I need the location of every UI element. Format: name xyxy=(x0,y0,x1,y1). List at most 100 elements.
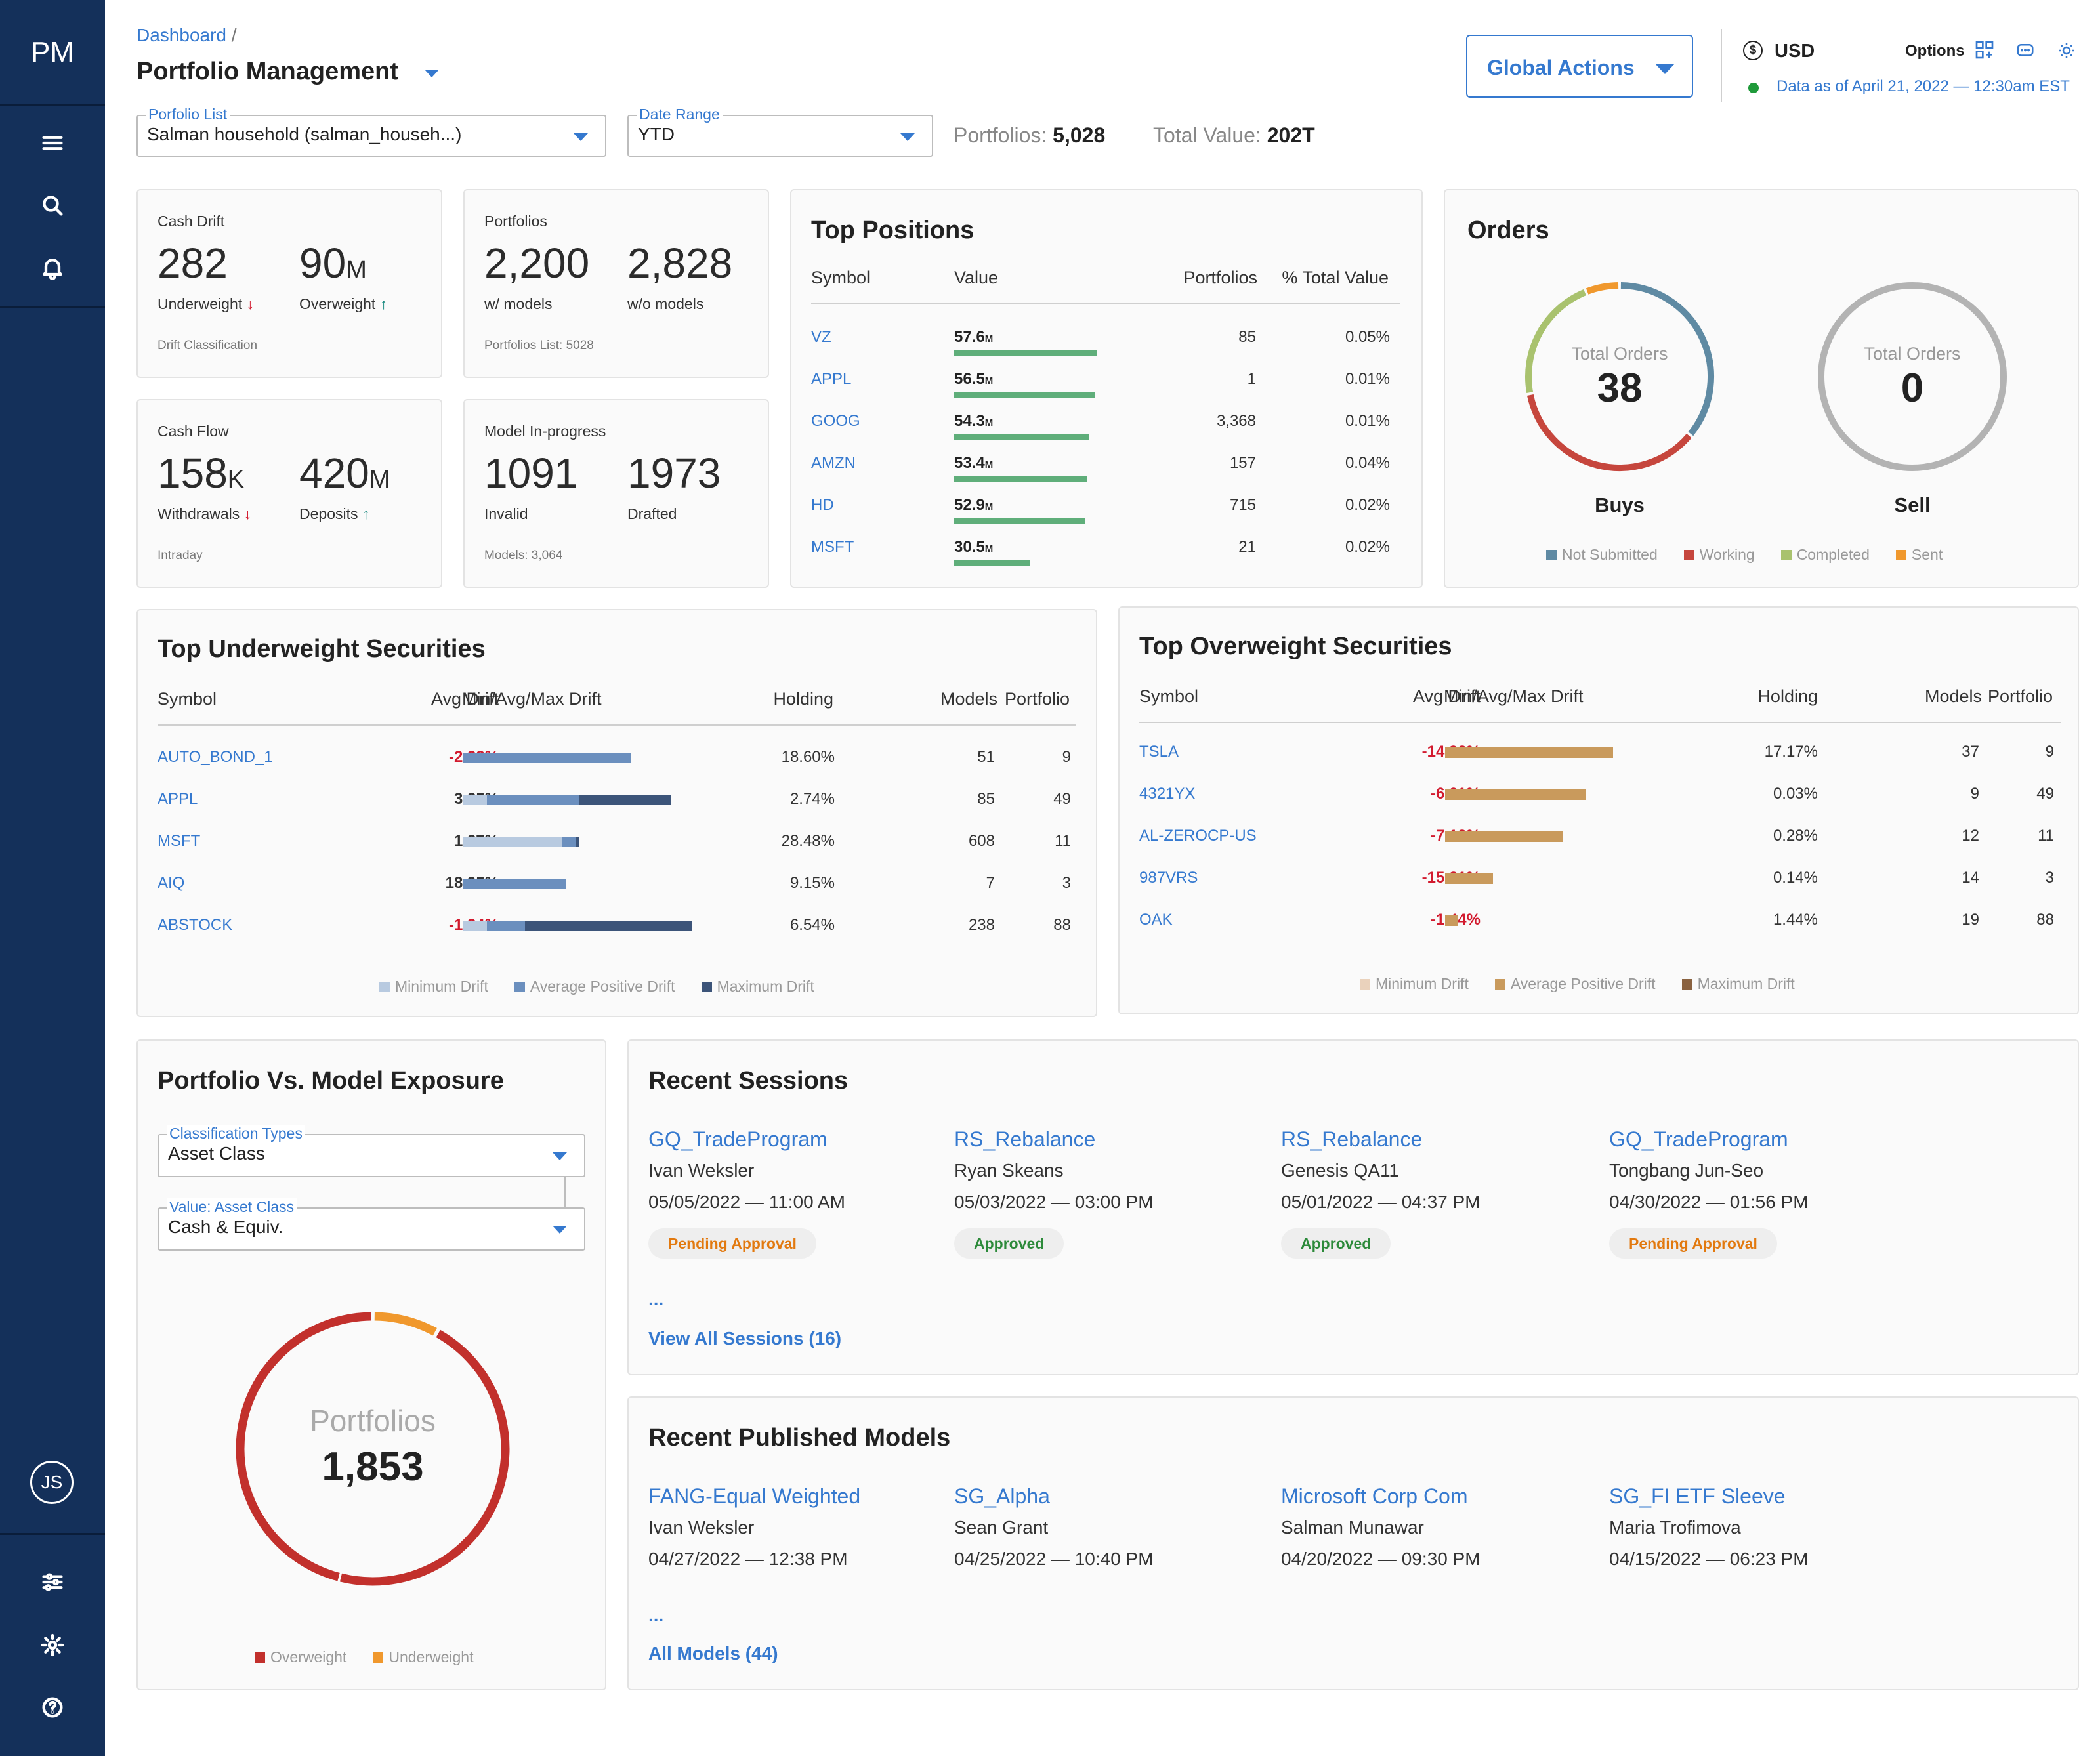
col-header-holding[interactable]: Holding xyxy=(773,689,833,709)
col-header-avg-drift[interactable]: Avg Drift xyxy=(1412,686,1480,706)
app-logo[interactable]: PM xyxy=(31,36,74,68)
overweight-symbol-link[interactable]: TSLA xyxy=(1139,743,1179,761)
session-name-link[interactable]: RS_Rebalance xyxy=(1281,1127,1423,1151)
avg-drift-bar xyxy=(487,921,525,931)
avatar[interactable]: JS xyxy=(30,1461,74,1504)
col-header-avg-drift[interactable]: Avg Drift xyxy=(430,689,499,709)
exposure-segment-underweight[interactable] xyxy=(374,1312,437,1336)
brightness-icon[interactable] xyxy=(2057,41,2076,64)
col-header-symbol[interactable]: Symbol xyxy=(1139,686,1199,706)
global-actions-button[interactable]: Global Actions xyxy=(1466,35,1693,98)
exposure-donut-chart[interactable] xyxy=(234,1310,512,1588)
sell-donut-chart[interactable] xyxy=(1814,278,2011,475)
top-overweight-card: Top Overweight Securities Symbol Avg Dri… xyxy=(1118,606,2079,1014)
buys-segment-completed[interactable] xyxy=(1525,289,1586,394)
chat-icon[interactable] xyxy=(2015,41,2035,64)
cash-flow-card: Cash Flow 158K 420M Withdrawals ↓ Deposi… xyxy=(136,399,442,588)
status-badge: Pending Approval xyxy=(648,1228,816,1259)
title-dropdown-caret-icon[interactable] xyxy=(425,70,439,77)
buys-donut-chart[interactable] xyxy=(1521,278,1718,475)
session-datetime: 05/03/2022 — 03:00 PM xyxy=(954,1192,1154,1212)
exposure-segment-overweight[interactable] xyxy=(339,1329,510,1586)
field-connector xyxy=(564,1177,566,1207)
buys-segment-sent[interactable] xyxy=(1586,282,1619,295)
col-header-portfolio[interactable]: Portfolio xyxy=(1987,686,2053,706)
portfolio-list-select[interactable]: Porfolio List Salman household (salman_h… xyxy=(136,106,606,157)
col-header-min-avg-max[interactable]: Min/Avg/Max Drift xyxy=(1444,686,1584,706)
underweight-symbol-link[interactable]: AIQ xyxy=(158,874,185,892)
overweight-symbol-link[interactable]: AL-ZEROCP-US xyxy=(1139,827,1257,845)
position-value-bar xyxy=(954,560,1030,566)
col-header-portfolios[interactable]: Portfolios xyxy=(1183,268,1257,287)
chevron-down-icon xyxy=(1655,64,1675,74)
date-range-select[interactable]: Date Range YTD xyxy=(627,106,933,157)
dollar-icon: $ xyxy=(1743,41,1763,60)
overweight-amount: 90M xyxy=(299,240,367,287)
options-label[interactable]: Options xyxy=(1905,42,1965,60)
with-models-label: w/ models xyxy=(484,295,553,312)
col-header-pct-total[interactable]: % Total Value xyxy=(1282,268,1389,287)
sell-label: Sell xyxy=(1894,493,1931,516)
overweight-symbol-link[interactable]: OAK xyxy=(1139,911,1173,929)
col-header-min-avg-max[interactable]: Min/Avg/Max Drift xyxy=(462,689,602,709)
legend-item: Maximum Drift xyxy=(1681,975,1795,993)
sliders-icon[interactable] xyxy=(33,1562,72,1602)
underweight-models: 608 xyxy=(968,832,995,850)
legend-item: Underweight xyxy=(373,1648,473,1666)
exposure-card: Portfolio Vs. Model Exposure Classificat… xyxy=(136,1039,606,1690)
gear-icon[interactable] xyxy=(33,1625,72,1665)
model-name-link[interactable]: SG_Alpha xyxy=(954,1484,1050,1508)
bell-icon[interactable] xyxy=(33,248,72,287)
position-symbol-link[interactable]: GOOG xyxy=(811,412,860,430)
breadcrumb-dashboard-link[interactable]: Dashboard xyxy=(136,25,226,45)
help-icon[interactable] xyxy=(33,1688,72,1727)
buys-segment-working[interactable] xyxy=(1526,394,1692,471)
view-all-sessions-link[interactable]: View All Sessions (16) xyxy=(648,1328,842,1348)
page-title[interactable]: Portfolio Management xyxy=(136,58,399,85)
position-symbol-link[interactable]: VZ xyxy=(811,328,831,346)
col-header-symbol[interactable]: Symbol xyxy=(158,689,217,709)
portfolios-summary-value: 5,028 xyxy=(1053,123,1106,147)
model-name-link[interactable]: Microsoft Corp Com xyxy=(1281,1484,1468,1508)
underweight-symbol-link[interactable]: APPL xyxy=(158,790,198,808)
position-value-bar xyxy=(954,476,1087,482)
col-header-models[interactable]: Models xyxy=(940,689,998,709)
underweight-symbol-link[interactable]: MSFT xyxy=(158,832,201,850)
session-name-link[interactable]: GQ_TradeProgram xyxy=(648,1127,828,1151)
col-header-holding[interactable]: Holding xyxy=(1757,686,1818,706)
model-name-link[interactable]: SG_FI ETF Sleeve xyxy=(1609,1484,1786,1508)
col-header-symbol[interactable]: Symbol xyxy=(811,268,871,287)
arrow-up-icon: ↑ xyxy=(379,295,388,312)
grid-add-icon[interactable] xyxy=(1974,39,1995,64)
model-name-link[interactable]: FANG-Equal Weighted xyxy=(648,1484,861,1508)
col-header-value[interactable]: Value xyxy=(954,268,999,287)
legend-item: Not Submitted xyxy=(1546,546,1658,564)
exposure-segment-overweight[interactable] xyxy=(236,1312,371,1581)
position-symbol-link[interactable]: APPL xyxy=(811,370,852,388)
search-icon[interactable] xyxy=(33,186,72,225)
overweight-symbol-link[interactable]: 4321YX xyxy=(1139,785,1196,803)
position-symbol-link[interactable]: AMZN xyxy=(811,454,856,472)
asset-class-value-select[interactable]: Value: Asset Class Cash & Equiv. xyxy=(158,1198,585,1251)
position-value-bar xyxy=(954,350,1097,356)
underweight-symbol-link[interactable]: AUTO_BOND_1 xyxy=(158,748,273,766)
overweight-symbol-link[interactable]: 987VRS xyxy=(1139,869,1198,887)
withdrawals-label: Withdrawals ↓ xyxy=(158,505,252,522)
overweight-portfolio: 9 xyxy=(2045,743,2054,761)
sell-total: 0 xyxy=(1900,366,1924,411)
session-name-link[interactable]: RS_Rebalance xyxy=(954,1127,1096,1151)
position-symbol-link[interactable]: HD xyxy=(811,496,834,514)
session-name-link[interactable]: GQ_TradeProgram xyxy=(1609,1127,1788,1151)
buys-segment-not-submitted[interactable] xyxy=(1620,282,1714,436)
classification-type-select[interactable]: Classification Types Asset Class xyxy=(158,1125,585,1177)
date-range-label: Date Range xyxy=(637,106,723,123)
overweight-models: 19 xyxy=(1962,911,1979,929)
all-models-link[interactable]: All Models (44) xyxy=(648,1643,778,1663)
currency-selector[interactable]: USD xyxy=(1774,41,1815,62)
menu-icon[interactable] xyxy=(33,123,72,163)
underweight-symbol-link[interactable]: ABSTOCK xyxy=(158,916,233,934)
col-header-models[interactable]: Models xyxy=(1924,686,1982,706)
position-symbol-link[interactable]: MSFT xyxy=(811,538,854,556)
overweight-holding: 17.17% xyxy=(1764,743,1818,761)
col-header-portfolio[interactable]: Portfolio xyxy=(1004,689,1070,709)
